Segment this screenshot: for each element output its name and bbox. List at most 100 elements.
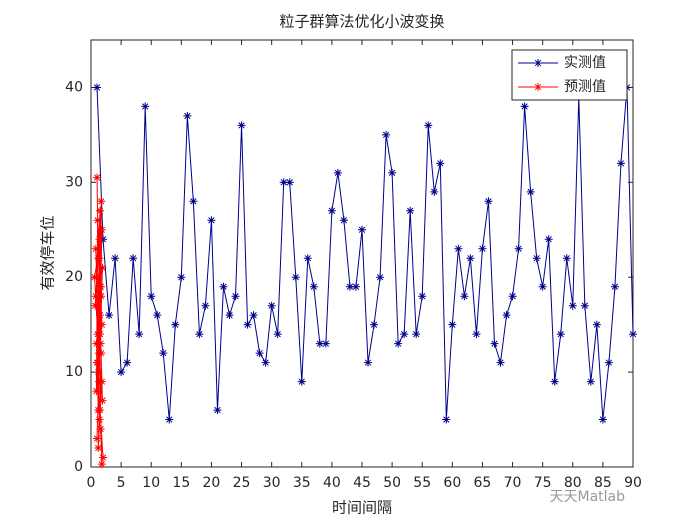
marker <box>279 178 288 187</box>
marker <box>147 292 156 301</box>
marker <box>490 339 499 348</box>
marker <box>520 102 529 111</box>
watermark: 天天Matlab <box>549 489 625 505</box>
marker <box>496 358 505 367</box>
x-tick-label: 80 <box>564 475 582 491</box>
marker <box>249 311 258 320</box>
marker <box>394 339 403 348</box>
marker <box>96 311 105 320</box>
marker <box>592 320 601 329</box>
marker <box>538 282 547 291</box>
marker <box>153 311 162 320</box>
marker <box>90 273 99 282</box>
marker <box>183 111 192 120</box>
marker <box>177 273 186 282</box>
marker <box>436 159 445 168</box>
marker <box>95 235 104 244</box>
marker <box>400 330 409 339</box>
marker <box>345 282 354 291</box>
marker <box>92 339 101 348</box>
marker <box>225 311 234 320</box>
marker <box>484 197 493 206</box>
marker <box>94 368 103 377</box>
marker <box>171 320 180 329</box>
x-tick-label: 0 <box>87 475 96 491</box>
marker <box>97 320 106 329</box>
marker <box>388 168 397 177</box>
marker <box>165 415 174 424</box>
marker <box>448 320 457 329</box>
marker <box>91 292 100 301</box>
legend-label: 预测值 <box>564 79 606 95</box>
marker <box>544 235 553 244</box>
marker <box>315 339 324 348</box>
marker <box>97 225 106 234</box>
marker <box>141 102 150 111</box>
marker <box>97 197 106 206</box>
y-tick-label: 10 <box>65 364 83 380</box>
marker <box>586 377 595 386</box>
marker <box>95 415 104 424</box>
marker <box>96 339 105 348</box>
marker <box>454 244 463 253</box>
marker <box>123 358 132 367</box>
marker <box>98 263 107 272</box>
x-tick-label: 75 <box>534 475 552 491</box>
legend-marker <box>534 83 542 91</box>
marker <box>508 292 517 301</box>
marker <box>243 320 252 329</box>
x-tick-label: 65 <box>474 475 492 491</box>
marker <box>95 254 104 263</box>
marker <box>94 273 103 282</box>
legend-label: 实测值 <box>564 55 606 71</box>
marker <box>532 254 541 263</box>
x-tick-label: 25 <box>233 475 251 491</box>
marker <box>91 244 100 253</box>
x-tick-label: 40 <box>323 475 341 491</box>
marker <box>285 178 294 187</box>
marker <box>358 225 366 234</box>
marker <box>333 168 342 177</box>
x-tick-label: 60 <box>443 475 461 491</box>
marker <box>502 311 511 320</box>
marker <box>580 301 589 310</box>
x-tick-label: 45 <box>353 475 371 491</box>
marker <box>105 311 114 320</box>
marker <box>159 349 168 358</box>
x-tick-label: 90 <box>624 475 642 491</box>
marker <box>568 301 577 310</box>
marker <box>291 273 300 282</box>
marker <box>93 358 102 367</box>
marker <box>97 377 106 386</box>
marker <box>98 396 107 405</box>
marker <box>412 330 421 339</box>
marker <box>92 387 101 396</box>
marker <box>610 282 619 291</box>
marker <box>97 292 106 301</box>
x-tick-label: 20 <box>203 475 221 491</box>
marker <box>514 244 523 253</box>
marker <box>231 292 240 301</box>
x-tick-label: 50 <box>383 475 401 491</box>
marker <box>598 415 607 424</box>
y-axis-label: 有效停车位 <box>39 215 57 290</box>
marker <box>351 282 360 291</box>
y-tick-label: 0 <box>74 459 83 475</box>
marker <box>93 216 102 225</box>
marker <box>604 358 613 367</box>
marker <box>273 330 282 339</box>
y-tick-label: 40 <box>65 79 83 95</box>
x-tick-label: 85 <box>594 475 612 491</box>
plot-area <box>90 39 634 468</box>
marker <box>94 444 103 453</box>
x-tick-label: 10 <box>142 475 160 491</box>
legend-marker <box>534 59 542 67</box>
x-axis-label: 时间间隔 <box>332 499 392 517</box>
marker <box>99 453 108 462</box>
marker <box>321 339 330 348</box>
marker <box>96 425 105 434</box>
marker <box>364 358 373 367</box>
marker <box>255 349 264 358</box>
marker <box>424 121 433 130</box>
marker <box>460 292 469 301</box>
